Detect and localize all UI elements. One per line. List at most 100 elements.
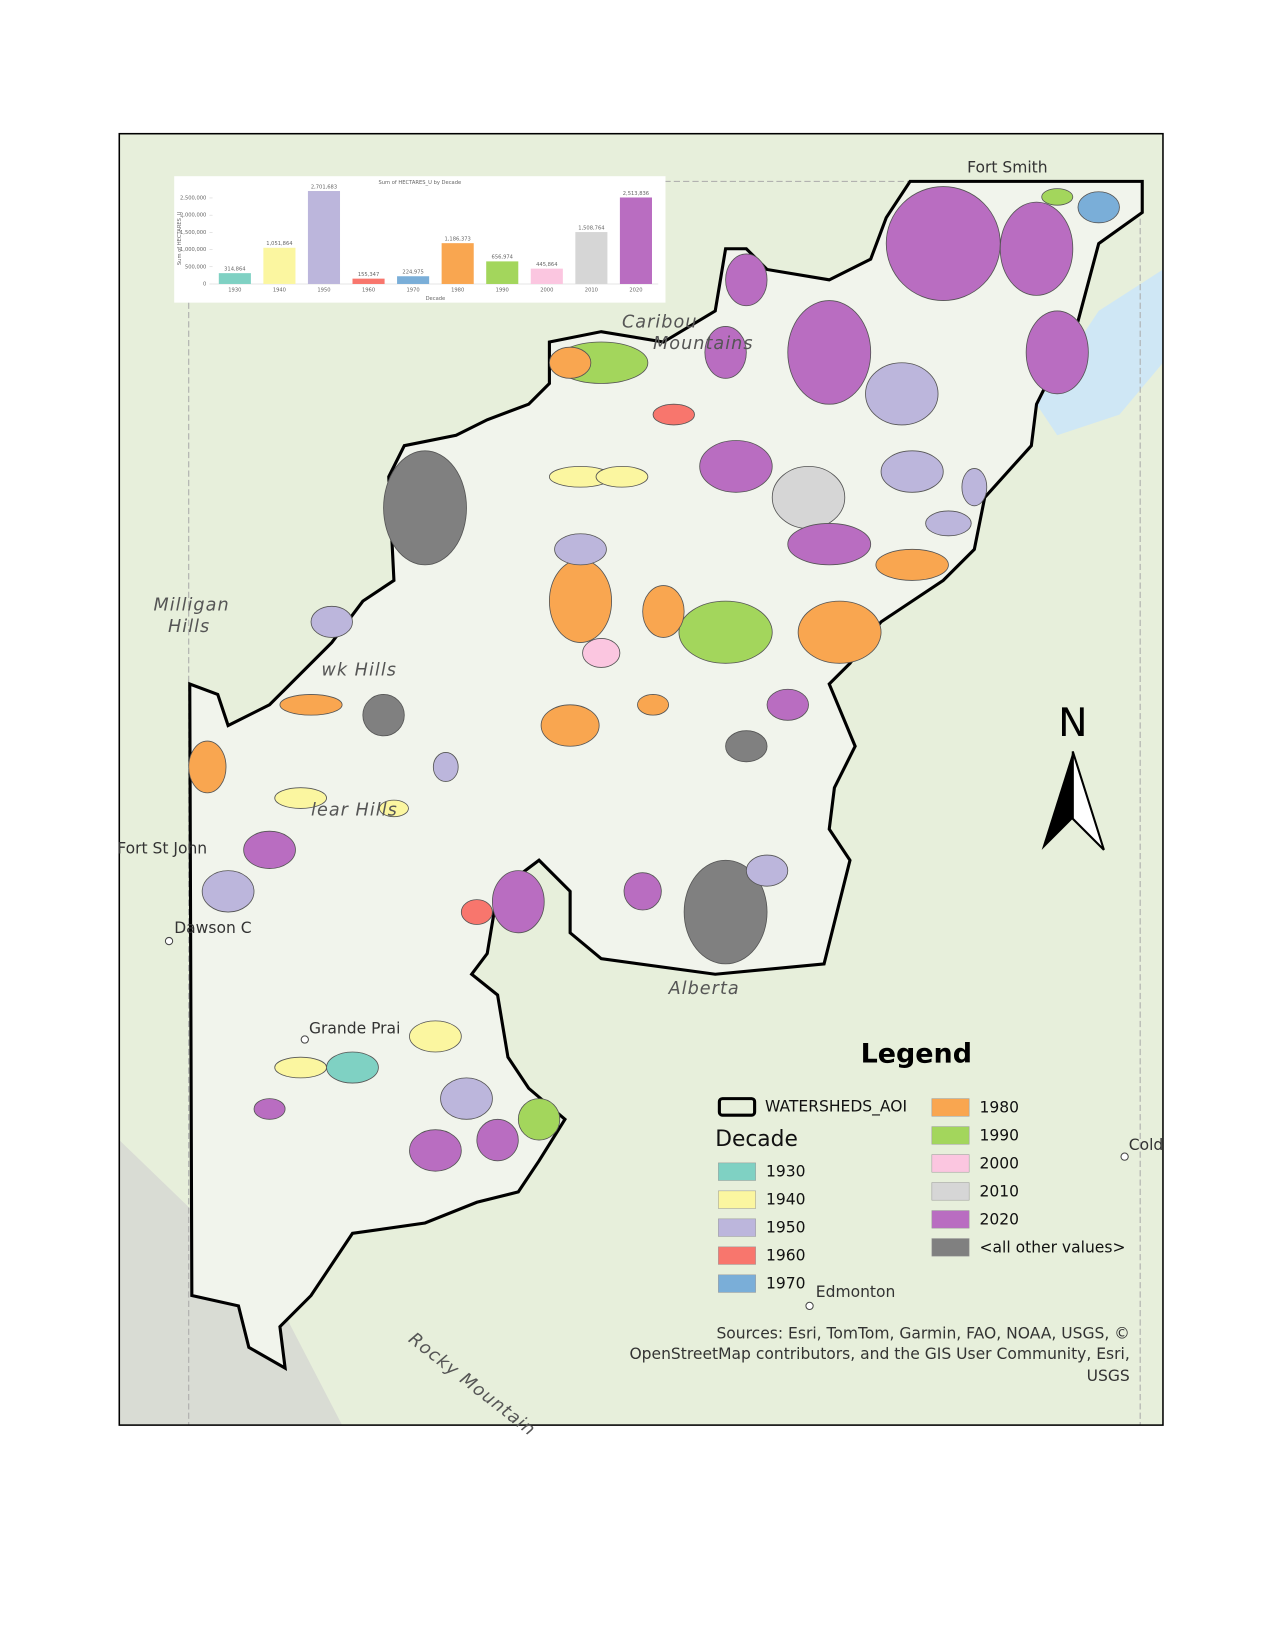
city-dot xyxy=(1120,1152,1129,1161)
fire-polygon xyxy=(1041,188,1074,206)
y-tick-label: 1,000,000 xyxy=(180,247,206,253)
place-label: Edmonton xyxy=(816,1283,896,1301)
fire-polygon xyxy=(548,559,613,644)
fire-polygon xyxy=(787,522,872,566)
place-label: Grande Prai xyxy=(309,1020,400,1038)
value-label: 1,508,764 xyxy=(578,225,604,231)
legend-swatch xyxy=(718,1246,756,1265)
y-tick-label: 2,000,000 xyxy=(180,213,206,219)
fire-polygon xyxy=(188,740,227,794)
bar xyxy=(307,191,341,284)
fire-polygons xyxy=(188,186,1120,1172)
fire-polygon xyxy=(491,870,545,934)
legend-swatch xyxy=(718,1190,756,1209)
city-dot xyxy=(805,1301,814,1311)
legend-label: 2000 xyxy=(980,1154,1020,1172)
legend: 1930 1940 1950 1960 1970 1980 1990 2000 2010 2020… xyxy=(718,1098,1125,1293)
fire-polygon xyxy=(476,1118,519,1162)
map xyxy=(119,133,1163,1426)
fire-polygon xyxy=(1025,310,1089,395)
place-label: Dawson C xyxy=(174,919,251,937)
fire-polygon xyxy=(999,201,1074,296)
city-dot xyxy=(164,936,174,946)
fire-polygon xyxy=(274,1056,327,1079)
fire-polygon xyxy=(379,799,409,818)
y-tick-label: 1,500,000 xyxy=(180,230,206,236)
legend-label: 2010 xyxy=(980,1182,1020,1200)
lake xyxy=(1036,269,1163,436)
x-tick-label: 1980 xyxy=(451,288,464,294)
bar xyxy=(352,278,385,284)
fire-polygon xyxy=(771,465,846,529)
legend-label: 1990 xyxy=(980,1126,1020,1144)
value-label: 445,864 xyxy=(536,262,557,268)
place-label: Alberta xyxy=(668,979,740,999)
fire-polygon xyxy=(865,362,939,426)
bar xyxy=(397,276,430,284)
legend-label: 2020 xyxy=(980,1210,1020,1228)
place-label: Caribou xyxy=(622,312,698,332)
place-label: Fort St John xyxy=(117,839,207,857)
legend-label: 1980 xyxy=(980,1098,1020,1116)
fire-polygon xyxy=(409,1020,462,1053)
legend-swatch xyxy=(718,1218,756,1237)
fire-polygon xyxy=(797,600,882,664)
x-tick-label: 1990 xyxy=(496,288,509,294)
inset-chart: Sum of HECTARES_U by Decade Decade Sum o… xyxy=(174,176,666,303)
bar xyxy=(619,197,652,284)
fire-polygon xyxy=(699,440,773,493)
place-label: Fort Smith xyxy=(967,158,1048,176)
legend-label: 1960 xyxy=(766,1247,806,1265)
fire-polygon xyxy=(554,533,607,566)
fire-polygon xyxy=(725,730,768,763)
fire-polygon xyxy=(961,468,988,507)
fire-polygon xyxy=(243,830,296,869)
fire-polygon xyxy=(326,1051,379,1084)
value-label: 2,701,683 xyxy=(311,184,337,190)
place-label: Mountains xyxy=(653,334,754,354)
north-arrow xyxy=(1071,751,1105,851)
fire-polygon xyxy=(362,693,405,737)
fire-polygon xyxy=(409,1129,462,1172)
value-label: 2,513,836 xyxy=(623,191,649,197)
fire-polygon xyxy=(745,854,789,887)
bar xyxy=(218,273,251,284)
legend-swatch xyxy=(931,1154,970,1173)
x-axis-label: Decade xyxy=(426,296,446,302)
fire-polygon xyxy=(582,638,621,668)
fire-polygon xyxy=(279,693,343,716)
value-label: 1,051,864 xyxy=(266,241,292,247)
fire-polygon xyxy=(637,693,670,716)
bar xyxy=(575,232,608,284)
legend-label: 1930 xyxy=(766,1163,806,1181)
fire-polygon xyxy=(548,346,592,379)
legend-swatch xyxy=(718,1162,756,1181)
y-tick-label: 500,000 xyxy=(185,264,206,270)
bar xyxy=(486,261,519,284)
fire-polygon xyxy=(383,450,467,566)
legend-swatch xyxy=(931,1182,970,1201)
fire-polygon xyxy=(440,1077,493,1120)
fire-polygon xyxy=(704,326,747,379)
legend-swatch xyxy=(931,1098,970,1117)
legend-swatch xyxy=(931,1210,970,1229)
fire-polygon xyxy=(201,870,255,913)
place-label: wk Hills xyxy=(321,661,397,681)
attribution: OpenStreetMap contributors, and the GIS … xyxy=(629,1345,1129,1363)
place-label: lear Hills xyxy=(311,800,398,820)
fire-polygon xyxy=(766,688,809,721)
fire-polygon xyxy=(885,186,1001,301)
value-label: 656,974 xyxy=(492,255,513,261)
north-label: N xyxy=(1058,700,1087,746)
x-tick-label: 1940 xyxy=(273,288,286,294)
fire-polygon xyxy=(925,510,972,537)
bar xyxy=(530,268,563,284)
place-label: Hills xyxy=(168,617,210,637)
legend-label: 1970 xyxy=(766,1275,806,1293)
legend-label: 1940 xyxy=(766,1191,806,1209)
city-dot xyxy=(300,1035,309,1044)
fire-polygon xyxy=(683,859,768,965)
chart-title: Sum of HECTARES_U by Decade xyxy=(378,180,461,186)
map-frame xyxy=(118,132,1164,1426)
